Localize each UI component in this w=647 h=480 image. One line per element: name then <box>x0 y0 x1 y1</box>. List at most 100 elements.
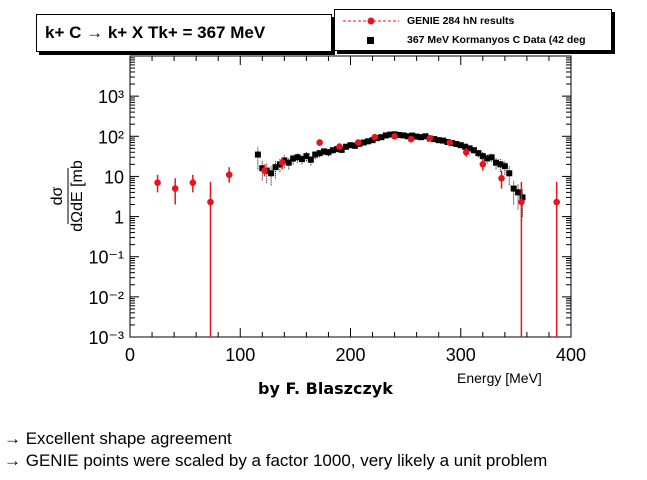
genie-point <box>518 198 525 206</box>
data-point <box>493 159 500 166</box>
legend: GENIE 284 hN results 367 MeV Kormanyos C… <box>334 9 612 51</box>
y-label-numerator: dσ <box>49 186 66 205</box>
y-tick-label: 10⁻³ <box>88 328 124 348</box>
genie-point <box>391 132 398 140</box>
data-point <box>378 134 385 141</box>
data-point <box>316 150 323 157</box>
data-point <box>285 159 292 166</box>
genie-point <box>336 143 343 151</box>
genie-point <box>462 148 470 156</box>
data-point <box>396 131 403 138</box>
genie-point <box>316 139 323 146</box>
x-tick-label: 300 <box>446 345 476 365</box>
data-point <box>462 143 469 150</box>
data-point <box>422 133 429 140</box>
y-tick-label: 10² <box>98 127 124 147</box>
genie-point <box>446 139 454 146</box>
legend-entry-data: 367 MeV Kormanyos C Data (42 deg <box>335 32 611 50</box>
data-point <box>404 133 411 140</box>
data-point <box>360 139 367 146</box>
genie-point <box>426 134 434 142</box>
data-point <box>387 131 394 138</box>
genie-point <box>225 171 233 179</box>
data-point <box>488 154 495 161</box>
y-axis-label: dσ dΩdE [mb <box>49 160 86 232</box>
genie-point <box>354 139 362 146</box>
data-point <box>519 194 526 201</box>
genie-point <box>407 135 415 143</box>
genie-point <box>189 179 197 186</box>
y-tick-label: 10⁻¹ <box>88 248 124 268</box>
genie-point <box>171 185 179 192</box>
legend-label-genie: GENIE 284 hN results <box>407 15 515 27</box>
data-point <box>312 151 319 158</box>
notes: → Excellent shape agreement → GENIE poin… <box>4 428 547 472</box>
genie-point <box>479 161 487 168</box>
note-shape-agreement: → Excellent shape agreement <box>4 429 232 448</box>
y-tick-labels: 10⁻³ 10⁻² 10⁻¹ 1 10 10² 10³ <box>88 87 124 348</box>
axis-ticks <box>129 56 572 338</box>
data-point <box>470 147 477 154</box>
data-point <box>497 161 504 168</box>
genie-point <box>154 179 161 186</box>
data-point <box>484 155 491 162</box>
data-point <box>329 147 336 154</box>
author-credit: by F. Blaszczyk <box>258 379 393 398</box>
genie-point <box>371 133 379 141</box>
data-point <box>303 153 310 160</box>
x-tick-label: 400 <box>556 345 586 365</box>
data-point <box>413 133 420 140</box>
data-point <box>409 132 416 139</box>
x-axis-label: Energy [MeV] <box>457 370 542 386</box>
data-point <box>400 132 407 139</box>
data-point <box>431 136 438 143</box>
data-point <box>369 137 376 144</box>
genie-point <box>553 198 560 206</box>
y-tick-label: 10 <box>104 167 124 187</box>
x-tick-labels: 0 100 200 300 400 <box>125 345 586 365</box>
data-point <box>466 145 473 152</box>
y-tick-label: 10³ <box>98 87 124 107</box>
data-point <box>321 148 328 155</box>
data-point <box>347 142 354 149</box>
data-point <box>515 189 522 196</box>
data-point <box>365 138 372 145</box>
data-point <box>435 137 442 144</box>
data-point <box>440 137 447 144</box>
x-tick-label: 0 <box>125 345 135 365</box>
data-point <box>506 170 513 177</box>
data-point <box>457 142 464 149</box>
data-point <box>298 156 305 163</box>
data-point <box>338 146 345 153</box>
data-legend-symbol <box>367 37 374 44</box>
x-tick-label: 200 <box>335 345 365 365</box>
data-point <box>475 150 482 157</box>
data-point <box>343 143 350 150</box>
genie-point <box>261 167 268 174</box>
legend-label-data: 367 MeV Kormanyos C Data (42 deg <box>407 34 586 46</box>
y-tick-label: 1 <box>114 208 124 228</box>
data-point <box>351 142 358 149</box>
data-point <box>418 134 425 141</box>
genie-point <box>498 174 505 182</box>
data-point <box>501 163 508 170</box>
genie-point <box>278 159 286 166</box>
genie-point <box>207 198 214 206</box>
data-point <box>307 156 314 163</box>
legend-entry-genie: GENIE 284 hN results <box>335 13 611 31</box>
plot-frame <box>129 55 572 338</box>
data-point <box>325 149 332 156</box>
genie-legend-symbol <box>343 17 399 25</box>
chart-title: k+ C → k+ X Tk+ = 367 MeV <box>36 14 332 52</box>
data-point <box>510 185 517 192</box>
data-point <box>272 164 279 171</box>
genie-series-markers <box>154 132 560 337</box>
data-series-markers <box>254 131 526 217</box>
y-label-denominator: dΩdE [mb <box>69 160 86 232</box>
data-point <box>382 132 389 139</box>
data-point <box>254 151 261 158</box>
data-point <box>453 141 460 148</box>
data-point <box>294 154 301 161</box>
data-point <box>479 153 486 160</box>
